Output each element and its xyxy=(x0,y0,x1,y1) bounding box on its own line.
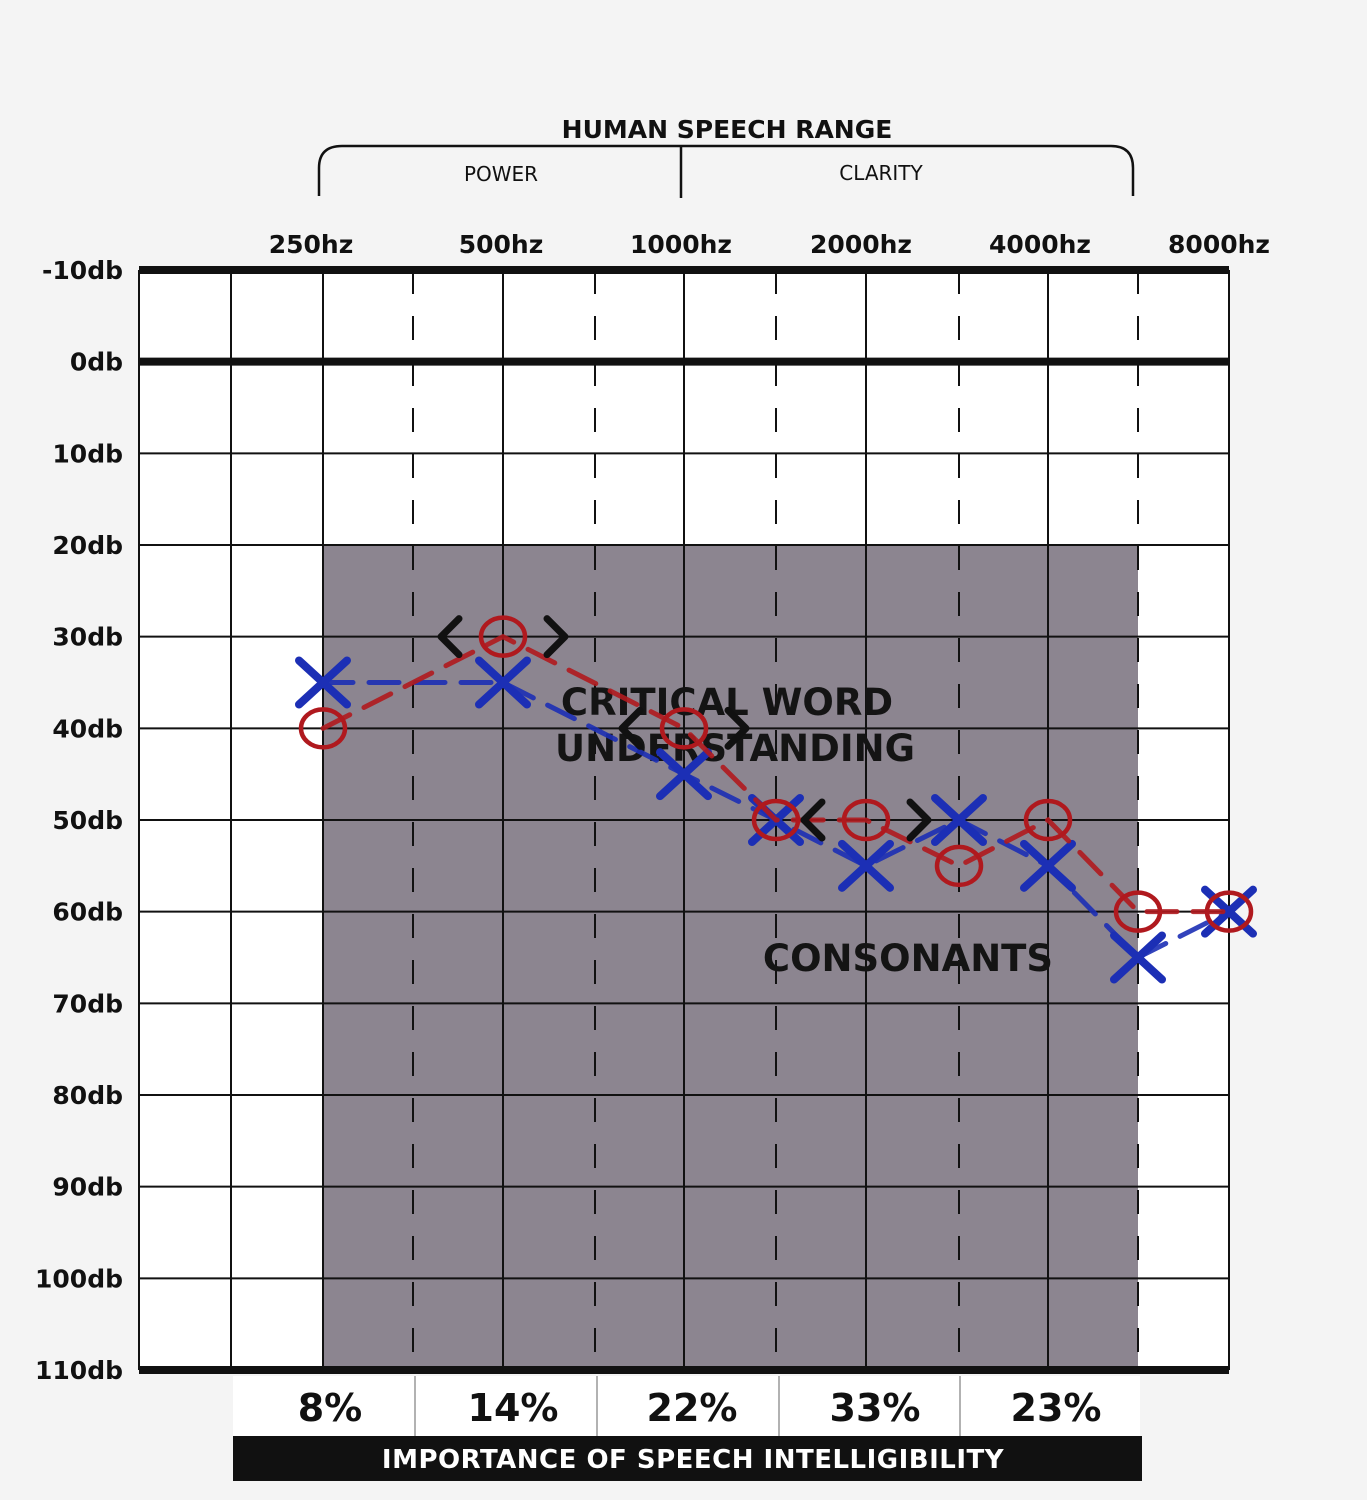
annotations: CRITICAL WORD UNDERSTANDING CONSONANTS xyxy=(555,681,1053,980)
series-1-point-8 xyxy=(1204,890,1254,933)
y-tick-label-5: 40db xyxy=(52,714,123,743)
series-1-point-1 xyxy=(478,615,528,658)
importance-values: 8% 14% 22% 33% 23% xyxy=(298,1376,1102,1436)
range-group-power: POWER xyxy=(464,162,538,186)
annotation-understanding: UNDERSTANDING xyxy=(555,727,915,770)
importance-label: IMPORTANCE OF SPEECH INTELLIGIBILITY xyxy=(382,1445,1005,1475)
series-1-point-3 xyxy=(751,798,801,842)
series-1-point-4 xyxy=(841,798,891,842)
grid xyxy=(138,266,1230,1374)
y-tick-label-3: 20db xyxy=(52,531,123,560)
series-line-0 xyxy=(320,680,1232,961)
importance-value-0: 8% xyxy=(298,1386,363,1430)
x-tick-label-0: 250hz xyxy=(269,230,354,259)
x-tick-label-2: 1000hz xyxy=(630,230,732,259)
series-line-1 xyxy=(320,633,1232,915)
series-0-point-0 xyxy=(295,656,351,709)
range-bracket xyxy=(317,144,1135,196)
series-1-point-5 xyxy=(934,844,984,888)
y-tick-label-10: 90db xyxy=(52,1173,123,1202)
annotation-critical-word: CRITICAL WORD xyxy=(561,681,893,724)
series-2-point-1 xyxy=(618,706,750,750)
x-tick-labels: 250hz 500hz 1000hz 2000hz 4000hz 8000hz xyxy=(269,230,1270,259)
y-tick-label-1: 0db xyxy=(70,348,123,377)
range-group-clarity: CLARITY xyxy=(839,161,923,185)
series-0-point-7 xyxy=(1110,931,1166,984)
y-tick-label-12: 110db xyxy=(35,1356,123,1385)
y-tick-label-0: -10db xyxy=(42,256,123,285)
series-0-point-5 xyxy=(931,794,987,846)
series-1 xyxy=(298,615,1254,933)
series-0-point-4 xyxy=(838,839,894,892)
importance-value-4: 23% xyxy=(1011,1386,1102,1430)
y-tick-label-9: 80db xyxy=(52,1081,123,1110)
x-tick-label-5: 8000hz xyxy=(1168,230,1270,259)
y-tick-label-8: 70db xyxy=(52,989,123,1018)
speech-range-header: HUMAN SPEECH RANGE POWER CLARITY xyxy=(317,115,1135,198)
series-0-point-1 xyxy=(475,656,531,709)
series-2 xyxy=(437,615,932,842)
importance-box xyxy=(233,1376,1140,1436)
annotation-consonants: CONSONANTS xyxy=(763,937,1053,980)
y-tick-label-11: 100db xyxy=(35,1264,123,1293)
series-layer xyxy=(295,615,1257,984)
x-tick-label-1: 500hz xyxy=(459,230,544,259)
series-2-point-0 xyxy=(437,615,569,659)
y-tick-label-2: 10db xyxy=(52,439,123,468)
series-0-point-2 xyxy=(656,748,712,801)
x-tick-label-4: 4000hz xyxy=(989,230,1091,259)
series-0 xyxy=(295,656,1257,984)
series-1-point-7 xyxy=(1113,890,1163,933)
y-tick-labels: -10db 0db 10db 20db 30db 40db 50db 60db 70db 80db… xyxy=(35,256,123,1385)
chart-title: HUMAN SPEECH RANGE xyxy=(562,115,893,144)
series-1-point-0 xyxy=(298,707,348,750)
importance-row: 8% 14% 22% 33% 23% IMPORTANCE OF SPEECH INTE… xyxy=(233,1376,1142,1481)
importance-value-2: 22% xyxy=(647,1386,738,1430)
series-1-point-6 xyxy=(1023,798,1073,842)
y-tick-label-4: 30db xyxy=(52,623,123,652)
importance-value-1: 14% xyxy=(468,1386,559,1430)
y-tick-label-7: 60db xyxy=(52,898,123,927)
series-1-point-2 xyxy=(659,707,709,750)
x-tick-label-3: 2000hz xyxy=(810,230,912,259)
series-2-point-2 xyxy=(800,798,932,842)
series-0-point-6 xyxy=(1020,839,1076,892)
y-tick-label-6: 50db xyxy=(52,806,123,835)
importance-value-3: 33% xyxy=(830,1386,921,1430)
importance-band xyxy=(233,1436,1142,1481)
